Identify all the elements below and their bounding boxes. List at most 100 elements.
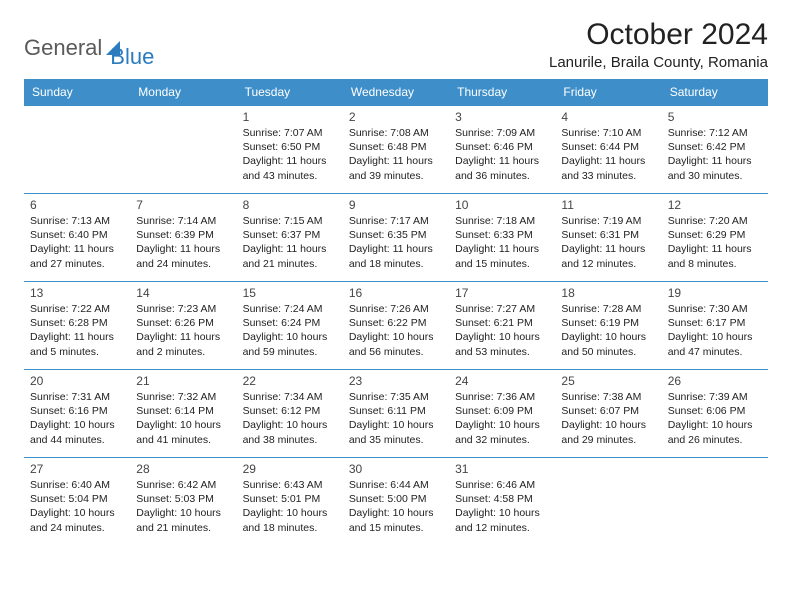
day-number: 27 xyxy=(30,462,124,476)
logo: General Blue xyxy=(24,18,154,70)
calendar-day: 3Sunrise: 7:09 AMSunset: 6:46 PMDaylight… xyxy=(449,106,555,194)
daylight-text: and 41 minutes. xyxy=(136,433,230,447)
daylight-text: Daylight: 10 hours xyxy=(455,330,549,344)
day-number: 14 xyxy=(136,286,230,300)
sunrise-text: Sunrise: 7:34 AM xyxy=(243,390,337,404)
daylight-text: and 47 minutes. xyxy=(668,345,762,359)
daylight-text: and 24 minutes. xyxy=(136,257,230,271)
sunrise-text: Sunrise: 7:22 AM xyxy=(30,302,124,316)
calendar-day: 21Sunrise: 7:32 AMSunset: 6:14 PMDayligh… xyxy=(130,370,236,458)
calendar-day: 25Sunrise: 7:38 AMSunset: 6:07 PMDayligh… xyxy=(555,370,661,458)
calendar-week: 20Sunrise: 7:31 AMSunset: 6:16 PMDayligh… xyxy=(24,370,768,458)
calendar-day: 9Sunrise: 7:17 AMSunset: 6:35 PMDaylight… xyxy=(343,194,449,282)
daylight-text: Daylight: 10 hours xyxy=(561,330,655,344)
day-header: Thursday xyxy=(449,79,555,106)
calendar-day: 11Sunrise: 7:19 AMSunset: 6:31 PMDayligh… xyxy=(555,194,661,282)
calendar-body: 1Sunrise: 7:07 AMSunset: 6:50 PMDaylight… xyxy=(24,106,768,546)
calendar-day: 2Sunrise: 7:08 AMSunset: 6:48 PMDaylight… xyxy=(343,106,449,194)
calendar-day: 18Sunrise: 7:28 AMSunset: 6:19 PMDayligh… xyxy=(555,282,661,370)
sunrise-text: Sunrise: 7:20 AM xyxy=(668,214,762,228)
daylight-text: Daylight: 11 hours xyxy=(30,330,124,344)
daylight-text: and 50 minutes. xyxy=(561,345,655,359)
calendar-day: 24Sunrise: 7:36 AMSunset: 6:09 PMDayligh… xyxy=(449,370,555,458)
sunset-text: Sunset: 6:33 PM xyxy=(455,228,549,242)
sunset-text: Sunset: 6:37 PM xyxy=(243,228,337,242)
calendar-empty xyxy=(24,106,130,194)
day-number: 17 xyxy=(455,286,549,300)
daylight-text: Daylight: 10 hours xyxy=(243,330,337,344)
calendar-week: 27Sunrise: 6:40 AMSunset: 5:04 PMDayligh… xyxy=(24,458,768,546)
sunrise-text: Sunrise: 7:12 AM xyxy=(668,126,762,140)
calendar-week: 1Sunrise: 7:07 AMSunset: 6:50 PMDaylight… xyxy=(24,106,768,194)
day-header: Wednesday xyxy=(343,79,449,106)
sunset-text: Sunset: 6:28 PM xyxy=(30,316,124,330)
sunrise-text: Sunrise: 6:40 AM xyxy=(30,478,124,492)
daylight-text: and 33 minutes. xyxy=(561,169,655,183)
sunrise-text: Sunrise: 7:15 AM xyxy=(243,214,337,228)
day-header: Saturday xyxy=(662,79,768,106)
day-number: 18 xyxy=(561,286,655,300)
title-block: October 2024 Lanurile, Braila County, Ro… xyxy=(549,18,768,71)
daylight-text: Daylight: 10 hours xyxy=(136,506,230,520)
day-number: 10 xyxy=(455,198,549,212)
daylight-text: and 29 minutes. xyxy=(561,433,655,447)
calendar-week: 6Sunrise: 7:13 AMSunset: 6:40 PMDaylight… xyxy=(24,194,768,282)
sunrise-text: Sunrise: 6:46 AM xyxy=(455,478,549,492)
day-number: 23 xyxy=(349,374,443,388)
daylight-text: Daylight: 10 hours xyxy=(668,418,762,432)
daylight-text: and 12 minutes. xyxy=(561,257,655,271)
calendar-day: 10Sunrise: 7:18 AMSunset: 6:33 PMDayligh… xyxy=(449,194,555,282)
daylight-text: and 43 minutes. xyxy=(243,169,337,183)
sunset-text: Sunset: 6:44 PM xyxy=(561,140,655,154)
sunset-text: Sunset: 6:48 PM xyxy=(349,140,443,154)
calendar-table: SundayMondayTuesdayWednesdayThursdayFrid… xyxy=(24,79,768,546)
sunset-text: Sunset: 6:06 PM xyxy=(668,404,762,418)
calendar-day: 4Sunrise: 7:10 AMSunset: 6:44 PMDaylight… xyxy=(555,106,661,194)
daylight-text: Daylight: 10 hours xyxy=(30,418,124,432)
sunset-text: Sunset: 6:14 PM xyxy=(136,404,230,418)
sunrise-text: Sunrise: 7:10 AM xyxy=(561,126,655,140)
sunset-text: Sunset: 6:17 PM xyxy=(668,316,762,330)
calendar-empty xyxy=(555,458,661,546)
day-number: 2 xyxy=(349,110,443,124)
daylight-text: Daylight: 11 hours xyxy=(136,242,230,256)
sunrise-text: Sunrise: 7:27 AM xyxy=(455,302,549,316)
day-header: Tuesday xyxy=(237,79,343,106)
day-number: 28 xyxy=(136,462,230,476)
daylight-text: and 21 minutes. xyxy=(243,257,337,271)
daylight-text: and 26 minutes. xyxy=(668,433,762,447)
sunset-text: Sunset: 4:58 PM xyxy=(455,492,549,506)
sunset-text: Sunset: 5:01 PM xyxy=(243,492,337,506)
day-number: 21 xyxy=(136,374,230,388)
calendar-day: 5Sunrise: 7:12 AMSunset: 6:42 PMDaylight… xyxy=(662,106,768,194)
calendar-day: 19Sunrise: 7:30 AMSunset: 6:17 PMDayligh… xyxy=(662,282,768,370)
calendar-day: 12Sunrise: 7:20 AMSunset: 6:29 PMDayligh… xyxy=(662,194,768,282)
day-number: 1 xyxy=(243,110,337,124)
calendar-day: 8Sunrise: 7:15 AMSunset: 6:37 PMDaylight… xyxy=(237,194,343,282)
daylight-text: Daylight: 10 hours xyxy=(243,506,337,520)
daylight-text: and 53 minutes. xyxy=(455,345,549,359)
daylight-text: Daylight: 10 hours xyxy=(455,506,549,520)
day-header: Friday xyxy=(555,79,661,106)
daylight-text: and 21 minutes. xyxy=(136,521,230,535)
daylight-text: Daylight: 11 hours xyxy=(243,154,337,168)
sunrise-text: Sunrise: 7:09 AM xyxy=(455,126,549,140)
daylight-text: and 35 minutes. xyxy=(349,433,443,447)
month-title: October 2024 xyxy=(549,18,768,52)
sunrise-text: Sunrise: 7:30 AM xyxy=(668,302,762,316)
daylight-text: and 30 minutes. xyxy=(668,169,762,183)
day-number: 12 xyxy=(668,198,762,212)
daylight-text: and 15 minutes. xyxy=(455,257,549,271)
sunrise-text: Sunrise: 7:26 AM xyxy=(349,302,443,316)
calendar-day: 15Sunrise: 7:24 AMSunset: 6:24 PMDayligh… xyxy=(237,282,343,370)
day-number: 25 xyxy=(561,374,655,388)
sunset-text: Sunset: 6:50 PM xyxy=(243,140,337,154)
day-header: Monday xyxy=(130,79,236,106)
daylight-text: Daylight: 11 hours xyxy=(455,154,549,168)
daylight-text: Daylight: 11 hours xyxy=(349,154,443,168)
calendar-day: 1Sunrise: 7:07 AMSunset: 6:50 PMDaylight… xyxy=(237,106,343,194)
calendar-day: 23Sunrise: 7:35 AMSunset: 6:11 PMDayligh… xyxy=(343,370,449,458)
daylight-text: Daylight: 10 hours xyxy=(349,418,443,432)
sunset-text: Sunset: 6:11 PM xyxy=(349,404,443,418)
location-label: Lanurile, Braila County, Romania xyxy=(549,54,768,71)
